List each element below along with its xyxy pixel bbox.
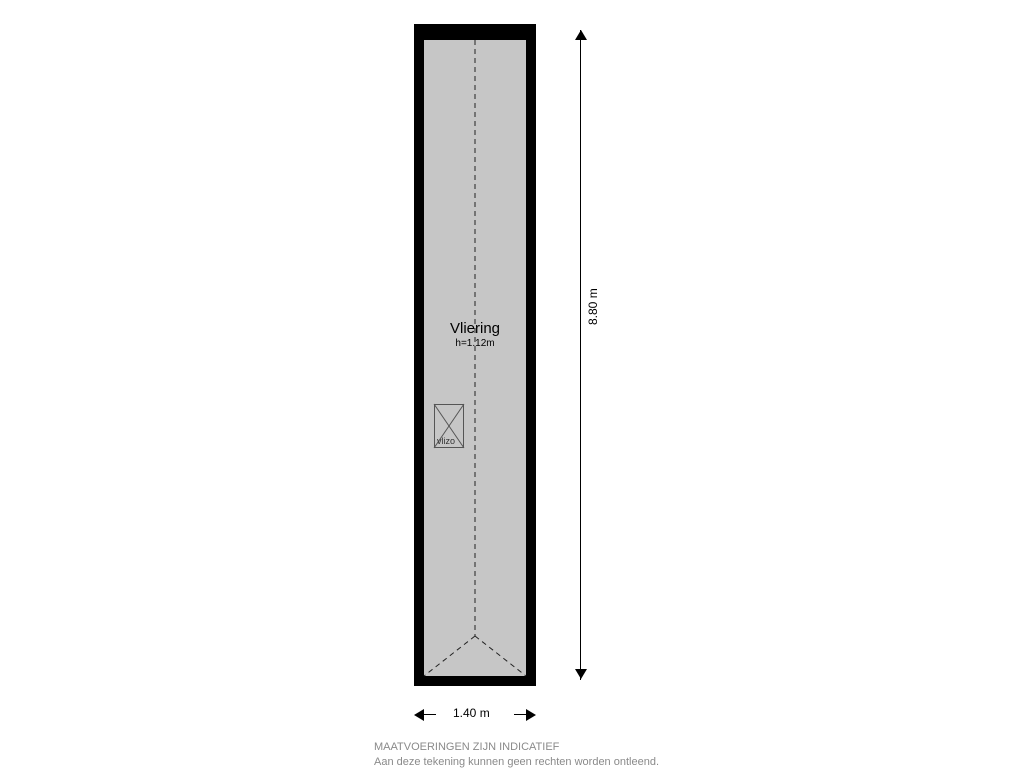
dimension-horizontal-label: 1.40 m [453, 706, 490, 720]
dimension-vertical-arrow-top [575, 30, 587, 40]
floorplan-canvas: { "diagram": { "type": "floorplan-elevat… [0, 0, 1024, 768]
dimension-vertical-line [580, 30, 581, 680]
dimension-vertical-text: 8.80 m [586, 288, 600, 325]
footer-notice: MAATVOERINGEN ZIJN INDICATIEF Aan deze t… [374, 740, 659, 768]
dimension-vertical-label: 8.80 m [586, 288, 600, 325]
room-subtitle-text: h=1.12m [455, 338, 494, 349]
dimension-horizontal-line-right [514, 714, 526, 715]
footer-line-2: Aan deze tekening kunnen geen rechten wo… [374, 755, 659, 768]
loft-hatch-label: vlizo [437, 436, 455, 446]
dimension-horizontal-arrow-left [414, 709, 424, 721]
dimension-horizontal-line-left [424, 714, 436, 715]
loft-hatch: vlizo [434, 404, 464, 448]
room-title: Vliering [425, 320, 525, 337]
room-subtitle: h=1.12m [425, 338, 525, 349]
dimension-vertical-arrow-bottom [575, 669, 587, 679]
footer-line-1: MAATVOERINGEN ZIJN INDICATIEF [374, 740, 659, 755]
dimension-horizontal-arrow-right [526, 709, 536, 721]
room-title-text: Vliering [450, 320, 500, 337]
dimension-horizontal-text: 1.40 m [453, 706, 490, 720]
room-interior [424, 40, 526, 676]
